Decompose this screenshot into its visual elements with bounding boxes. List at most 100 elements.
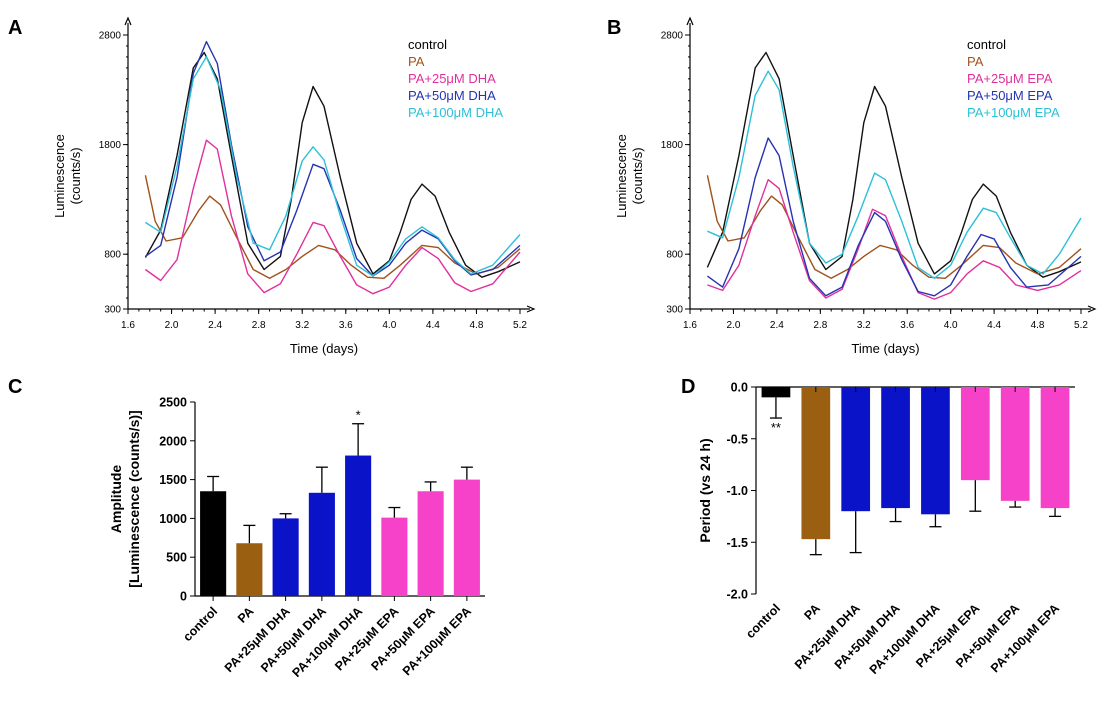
y-axis-title-line2: (counts/s)	[68, 147, 83, 204]
y-tick-label: 2800	[661, 31, 684, 42]
bar	[417, 491, 444, 596]
y-tick-label: 1800	[661, 140, 684, 151]
legend-entry: PA	[967, 54, 984, 69]
legend-entry: PA+25μM EPA	[967, 71, 1053, 86]
x-tick-label: 2.0	[165, 320, 179, 331]
y-axis-title-line1: Amplitude	[108, 465, 124, 534]
x-tick-label: 5.2	[1074, 320, 1088, 331]
y-axis-title-line1: Luminescence	[52, 134, 67, 218]
y-tick-label: 300	[666, 305, 683, 316]
legend-entry: PA	[408, 54, 425, 69]
x-tick-label: 4.4	[987, 320, 1001, 331]
significance-marker: *	[356, 408, 361, 423]
series-line	[706, 137, 1082, 297]
x-tick-label: control	[743, 601, 783, 641]
panel-c-bar-chart: 0 500 1000 1500 2000 2500 Amplitude [Luminescen…	[108, 396, 485, 680]
bar	[200, 491, 227, 596]
legend-entry: PA+100μM EPA	[967, 105, 1060, 120]
x-tick-label: 2.8	[813, 320, 827, 331]
x-tick-label: PA+100μM EPA	[988, 601, 1062, 675]
y-tick-label: 800	[104, 250, 121, 261]
x-axis-title: Time (days)	[290, 341, 358, 356]
panel-d-bar-chart: 0.0 -0.5 -1.0 -1.5 -2.0 Period (vs 24 h) contr…	[697, 381, 1075, 677]
panel-letter-d: D	[681, 376, 695, 398]
y-axis-title-line2: (counts/s)	[630, 147, 645, 204]
x-axis-arrow	[526, 305, 536, 313]
x-tick-label: 3.2	[295, 320, 309, 331]
bar	[236, 543, 263, 596]
bar	[1000, 387, 1030, 501]
panel-letter-b: B	[607, 17, 621, 39]
bar	[272, 518, 299, 596]
series-line	[145, 56, 521, 277]
y-tick-label: 300	[104, 305, 121, 316]
x-tick-label: 4.8	[1031, 320, 1045, 331]
panel-a-line-chart: 300 800 1800 2800 1.6 2.0 2.4 2.8 3.2 3.6 4.0 4.4 4.…	[52, 16, 536, 356]
x-tick-label: PA+50μM EPA	[368, 604, 437, 673]
legend-entry: PA+100μM DHA	[408, 105, 503, 120]
bar	[453, 479, 480, 596]
legend-entry: PA+25μM DHA	[408, 71, 496, 86]
legend-entry: control	[408, 37, 447, 52]
y-tick-label: -1.0	[726, 484, 748, 498]
x-tick-label: PA+50μM DHA	[258, 604, 329, 675]
bar	[801, 387, 831, 540]
bar	[381, 517, 408, 596]
bar	[345, 455, 372, 596]
y-axis-title-line1: Period (vs 24 h)	[697, 438, 713, 542]
y-axis-arrow	[686, 16, 694, 26]
series-line	[707, 179, 1082, 300]
series-line	[707, 70, 1082, 279]
series-line	[144, 175, 521, 279]
y-tick-label: 2800	[99, 31, 122, 42]
bar	[1040, 387, 1070, 509]
x-axis-arrow	[1087, 305, 1097, 313]
x-tick-label: 2.4	[770, 320, 784, 331]
x-tick-label: 4.4	[426, 320, 440, 331]
panel-letter-c: C	[8, 376, 22, 398]
series-line	[706, 51, 1082, 278]
x-tick-label: 3.2	[857, 320, 871, 331]
y-tick-label: 1000	[159, 512, 187, 526]
y-tick-label: 800	[666, 250, 683, 261]
x-tick-label: 3.6	[339, 320, 353, 331]
y-axis-arrow	[124, 16, 132, 26]
x-tick-label: 2.8	[252, 320, 266, 331]
panel-letter-a: A	[8, 17, 22, 39]
y-tick-label: 1800	[99, 140, 122, 151]
x-tick-label: PA+100μM EPA	[400, 604, 474, 678]
legend-entry: PA+50μM EPA	[967, 88, 1053, 103]
y-tick-label: 2500	[159, 396, 187, 410]
series-line	[144, 139, 521, 295]
x-tick-label: 2.4	[208, 320, 222, 331]
x-tick-label: 4.8	[469, 320, 483, 331]
x-tick-label: PA+25μM DHA	[222, 604, 293, 675]
bar	[308, 492, 335, 596]
y-tick-label: 0.0	[731, 381, 748, 395]
y-tick-label: 0	[180, 590, 187, 604]
y-axis-title-line1: Luminescence	[614, 134, 629, 218]
x-tick-label: control	[180, 604, 220, 644]
x-tick-label: PA	[235, 604, 257, 626]
x-tick-label: 4.0	[944, 320, 958, 331]
x-tick-label: PA+100μM DHA	[867, 601, 943, 677]
y-tick-label: 2000	[159, 434, 187, 448]
y-tick-label: 500	[166, 551, 187, 565]
legend-entry: control	[967, 37, 1006, 52]
x-tick-label: 3.6	[900, 320, 914, 331]
bar	[841, 387, 871, 512]
series-line	[706, 175, 1082, 279]
x-tick-label: 4.0	[382, 320, 396, 331]
y-tick-label: -0.5	[726, 432, 748, 446]
bar	[881, 387, 910, 509]
x-tick-label: 5.2	[513, 320, 527, 331]
x-tick-label: PA	[801, 601, 823, 623]
y-axis-title-line2: [Luminescence (counts/s)]	[126, 410, 142, 587]
x-tick-label: 1.6	[121, 320, 135, 331]
legend-entry: PA+50μM DHA	[408, 88, 496, 103]
y-tick-label: -2.0	[726, 588, 748, 602]
panel-b-line-chart: 300 800 1800 2800 1.6 2.0 2.4 2.8 3.2 3.6 4.0 4.4 4.…	[614, 16, 1097, 356]
y-tick-label: -1.5	[726, 536, 748, 550]
x-tick-label: 1.6	[683, 320, 697, 331]
